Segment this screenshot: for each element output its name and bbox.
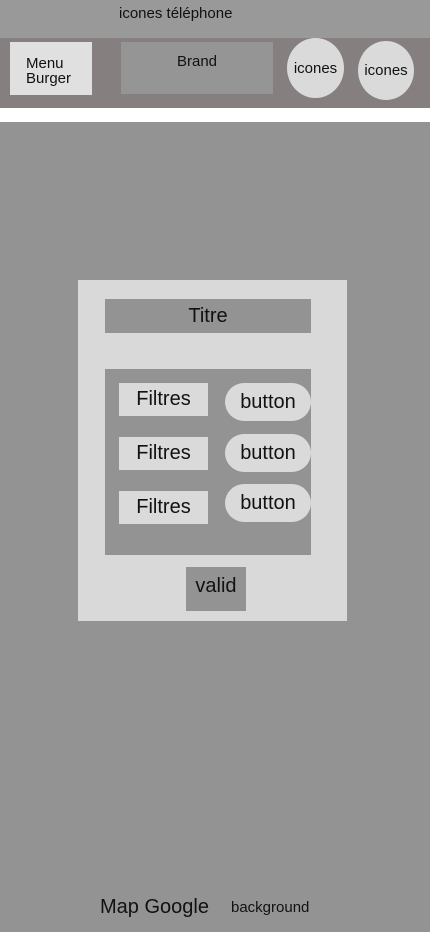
filter-row: Filtres button [105, 383, 311, 421]
status-bar-text: icones téléphone [119, 5, 233, 22]
filter-toggle-button[interactable]: button [225, 484, 311, 522]
filter-toggle-button[interactable]: button [225, 383, 311, 421]
menu-burger-label-line2: Burger [26, 70, 72, 87]
top-navbar: Menu Burger Brand icones icones [0, 38, 430, 108]
filter-row: Filtres button [105, 434, 311, 472]
header-separator [0, 108, 430, 122]
valid-button[interactable]: valid [186, 567, 246, 611]
filter-label: Filtres [119, 383, 208, 416]
filter-toggle-button[interactable]: button [225, 434, 311, 472]
menu-burger-label-line1: Menu [26, 55, 64, 72]
background-label: background [231, 899, 310, 916]
card-title: Titre [105, 299, 311, 333]
brand-logo[interactable]: Brand [121, 42, 273, 94]
menu-burger-button[interactable]: Menu Burger [10, 42, 92, 95]
filter-label: Filtres [119, 437, 208, 470]
filter-label: Filtres [119, 491, 208, 524]
status-bar: icones téléphone [0, 0, 430, 38]
filter-card: Titre Filtres button Filtres button Filt… [78, 280, 347, 621]
map-google-label: Map Google [100, 896, 209, 918]
filters-panel: Filtres button Filtres button Filtres bu… [105, 369, 311, 555]
filter-row: Filtres button [105, 484, 311, 525]
nav-icon-button-1[interactable]: icones [287, 38, 344, 98]
nav-icon-button-2[interactable]: icones [358, 41, 414, 100]
